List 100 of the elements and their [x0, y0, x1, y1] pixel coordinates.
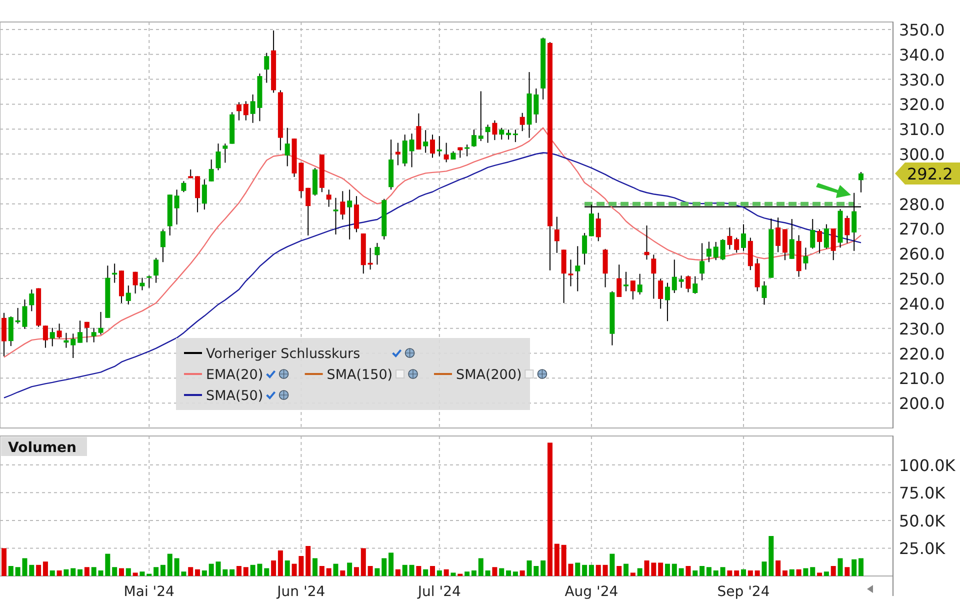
candlestick	[395, 142, 400, 166]
candlestick	[195, 176, 200, 213]
candlestick	[347, 189, 352, 240]
candlestick	[146, 275, 152, 288]
bar	[84, 567, 90, 576]
candlestick	[243, 100, 248, 121]
candlestick	[844, 215, 850, 244]
bar	[748, 570, 753, 576]
bar	[444, 569, 449, 576]
x-tick-label: Jul '24	[416, 584, 461, 600]
candlestick	[686, 275, 691, 293]
bar	[664, 564, 670, 576]
bar	[734, 570, 740, 576]
candlestick	[692, 276, 698, 294]
candlestick	[754, 258, 760, 292]
bar	[402, 564, 408, 576]
y-tick-label: 50.0K	[899, 511, 946, 530]
bar	[547, 442, 552, 576]
bar	[789, 569, 794, 576]
legend-label: EMA(20)	[206, 367, 264, 383]
bar	[243, 567, 248, 576]
candlestick	[42, 325, 48, 348]
candlestick	[664, 282, 670, 322]
candlestick	[575, 246, 580, 292]
candlestick	[436, 136, 442, 157]
candlestick	[678, 275, 684, 288]
bar	[700, 566, 705, 576]
bar	[554, 544, 560, 576]
y-tick-label: 330.0	[899, 70, 945, 90]
y-tick-label: 340.0	[899, 45, 945, 64]
bar	[602, 564, 608, 576]
bar	[409, 564, 414, 576]
candlestick	[499, 127, 504, 140]
bar	[326, 568, 332, 576]
candlestick	[706, 241, 712, 263]
bar	[319, 566, 324, 576]
bar	[506, 570, 512, 576]
bar	[423, 569, 428, 576]
bar	[188, 567, 194, 576]
candlestick	[727, 226, 732, 250]
bar	[154, 567, 159, 576]
bar	[91, 567, 96, 576]
candlestick	[602, 248, 608, 288]
bar	[388, 552, 394, 576]
candlestick	[596, 212, 601, 242]
candlestick	[782, 228, 788, 261]
bar	[741, 569, 746, 576]
bar	[340, 570, 346, 576]
candlestick	[416, 112, 422, 150]
y-tick-label: 320.0	[899, 95, 945, 114]
bar	[271, 560, 276, 576]
bar	[776, 560, 781, 576]
candlestick	[824, 224, 829, 250]
legend-label: SMA(150)	[326, 367, 393, 383]
bar	[852, 559, 857, 576]
y-tick-label: 210.0	[899, 369, 945, 388]
bar	[803, 568, 808, 576]
bar	[485, 570, 490, 576]
bar	[512, 572, 518, 576]
bar	[692, 570, 698, 576]
bar	[436, 570, 442, 576]
candlestick	[174, 189, 180, 225]
bar	[727, 570, 732, 576]
candlestick	[630, 280, 636, 300]
candlestick	[56, 323, 62, 339]
bar	[838, 558, 843, 576]
y-tick-label: 75.0K	[899, 484, 946, 503]
candlestick	[713, 241, 718, 261]
candlestick	[264, 52, 270, 84]
bar	[830, 566, 836, 576]
bar	[64, 569, 69, 576]
bar	[796, 569, 802, 576]
candlestick	[858, 171, 864, 193]
bar	[29, 564, 34, 576]
x-tick-label: Jun '24	[276, 584, 326, 600]
candlestick	[776, 217, 781, 253]
bar	[70, 568, 76, 576]
candlestick	[340, 190, 346, 220]
candlestick	[830, 228, 836, 261]
text: 292.2	[907, 164, 953, 184]
bar	[2, 548, 6, 576]
candlestick	[374, 242, 380, 266]
candlestick	[70, 333, 76, 359]
bar	[678, 568, 684, 576]
bar	[782, 570, 788, 576]
candlestick	[637, 273, 642, 295]
bar	[195, 569, 200, 576]
legend-label: Vorheriger Schlusskurs	[206, 346, 360, 362]
bar	[284, 560, 290, 576]
y-tick-label: 350.0	[899, 20, 945, 40]
candlestick	[789, 218, 794, 260]
bar	[464, 572, 470, 576]
bar	[637, 568, 642, 576]
candlestick	[672, 259, 677, 294]
candlestick	[222, 143, 228, 164]
bar	[132, 572, 138, 576]
bar	[347, 562, 352, 576]
candlestick	[700, 242, 705, 281]
bar	[720, 567, 726, 576]
bar	[616, 566, 622, 576]
